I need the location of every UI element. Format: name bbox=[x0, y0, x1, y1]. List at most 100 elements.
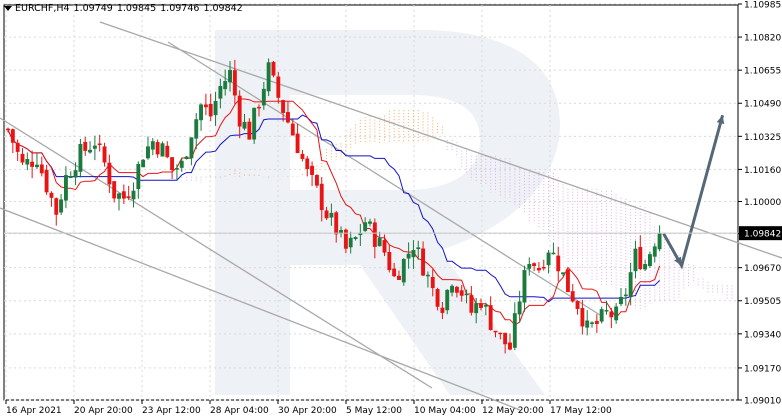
candle-body bbox=[117, 193, 121, 199]
candle-body bbox=[49, 192, 54, 198]
candle-body bbox=[508, 342, 512, 350]
candle-body bbox=[305, 158, 310, 170]
candle-body bbox=[35, 164, 39, 168]
candle-body bbox=[310, 165, 315, 175]
y-tick-label: 1.10000 bbox=[744, 198, 781, 208]
candle-body bbox=[498, 332, 503, 335]
candle-body bbox=[30, 161, 35, 167]
candle-body bbox=[474, 303, 479, 314]
candle-body bbox=[628, 272, 633, 297]
candle-body bbox=[271, 61, 276, 76]
candle-body bbox=[536, 267, 541, 271]
candle-body bbox=[247, 121, 252, 140]
trendline bbox=[0, 117, 433, 389]
x-tick-label: 10 May 04:00 bbox=[414, 406, 476, 416]
candle-body bbox=[54, 198, 59, 215]
candle-body bbox=[387, 251, 392, 271]
candle-body bbox=[614, 306, 619, 321]
candle-body bbox=[300, 153, 305, 159]
candle-body bbox=[546, 252, 551, 266]
candle-body bbox=[392, 268, 397, 277]
candle-body bbox=[208, 103, 213, 117]
tenkan-sen-line bbox=[7, 98, 661, 326]
candle-body bbox=[363, 222, 368, 232]
symbol-label: EURCHF,H4 bbox=[15, 3, 70, 14]
candle-body bbox=[479, 303, 483, 308]
candle-body bbox=[131, 190, 136, 200]
candle-body bbox=[174, 168, 179, 170]
candle-body bbox=[643, 264, 648, 270]
candle-body bbox=[454, 286, 459, 293]
y-tick-label: 1.10490 bbox=[744, 100, 781, 110]
candle-body bbox=[353, 237, 358, 240]
candle-body bbox=[604, 310, 609, 312]
candle-body bbox=[261, 88, 266, 106]
candle-body bbox=[329, 212, 334, 218]
candle-body bbox=[527, 264, 532, 269]
y-tick-label: 1.10985 bbox=[744, 0, 781, 10]
trendline bbox=[167, 41, 601, 316]
candle-body bbox=[435, 289, 440, 307]
candle-body bbox=[503, 332, 508, 345]
candle-body bbox=[218, 86, 223, 99]
candle-body bbox=[276, 76, 281, 98]
candle-body bbox=[517, 301, 522, 315]
candle-body bbox=[633, 248, 638, 272]
candle-body bbox=[648, 254, 652, 267]
candle-body bbox=[63, 175, 68, 201]
x-tick-label: 16 Apr 2021 bbox=[6, 406, 62, 416]
candle-body bbox=[160, 143, 165, 157]
candle-body bbox=[459, 290, 464, 296]
candle-body bbox=[416, 247, 421, 250]
candle-body bbox=[652, 246, 657, 257]
high-value: 1.09845 bbox=[116, 3, 157, 14]
close-value: 1.09842 bbox=[203, 3, 243, 14]
candle-body bbox=[203, 104, 208, 108]
candle-body bbox=[421, 248, 426, 276]
candle-body bbox=[44, 169, 49, 193]
candle-body bbox=[343, 229, 348, 249]
candle-body bbox=[194, 119, 199, 139]
current-price-label: 1.09842 bbox=[744, 230, 781, 240]
dropdown-triangle-icon[interactable] bbox=[4, 6, 12, 11]
candle-body bbox=[430, 276, 435, 289]
candle-body bbox=[638, 246, 643, 270]
y-tick-label: 1.09505 bbox=[744, 297, 781, 307]
candle-body bbox=[228, 69, 232, 83]
y-tick-label: 1.09170 bbox=[744, 364, 781, 374]
candle-body bbox=[252, 107, 257, 140]
candle-body bbox=[319, 183, 324, 211]
candle-body bbox=[266, 62, 271, 92]
candle-body bbox=[580, 308, 585, 327]
x-tick-label: 17 May 12:00 bbox=[550, 406, 612, 416]
candle-body bbox=[599, 309, 604, 322]
y-tick-label: 1.09670 bbox=[744, 264, 781, 274]
candle-body bbox=[237, 95, 242, 127]
candle-body bbox=[102, 146, 107, 163]
candle-body bbox=[377, 238, 382, 247]
candle-body bbox=[561, 272, 566, 275]
forecast-arrow-head-down bbox=[674, 256, 682, 266]
candle-body bbox=[25, 159, 30, 165]
x-tick-label: 28 Apr 04:00 bbox=[210, 406, 269, 416]
candle-body bbox=[590, 322, 594, 324]
candle-body bbox=[295, 133, 300, 154]
candle-body bbox=[372, 222, 377, 247]
candle-body bbox=[242, 121, 247, 129]
x-tick-label: 20 Apr 20:00 bbox=[74, 406, 133, 416]
candle-body bbox=[493, 330, 498, 333]
candle-body bbox=[141, 159, 146, 168]
candle-body bbox=[522, 270, 527, 303]
candle-body bbox=[88, 149, 92, 153]
candle-body bbox=[450, 285, 454, 293]
candle-body bbox=[121, 191, 126, 199]
candle-body bbox=[92, 145, 97, 149]
candle-body bbox=[397, 275, 401, 280]
candle-body bbox=[570, 291, 575, 302]
candle-body bbox=[464, 293, 469, 296]
x-tick-label: 12 May 20:00 bbox=[482, 406, 544, 416]
candle-body bbox=[619, 296, 623, 305]
candle-body bbox=[165, 145, 170, 158]
candle-body bbox=[565, 269, 570, 293]
